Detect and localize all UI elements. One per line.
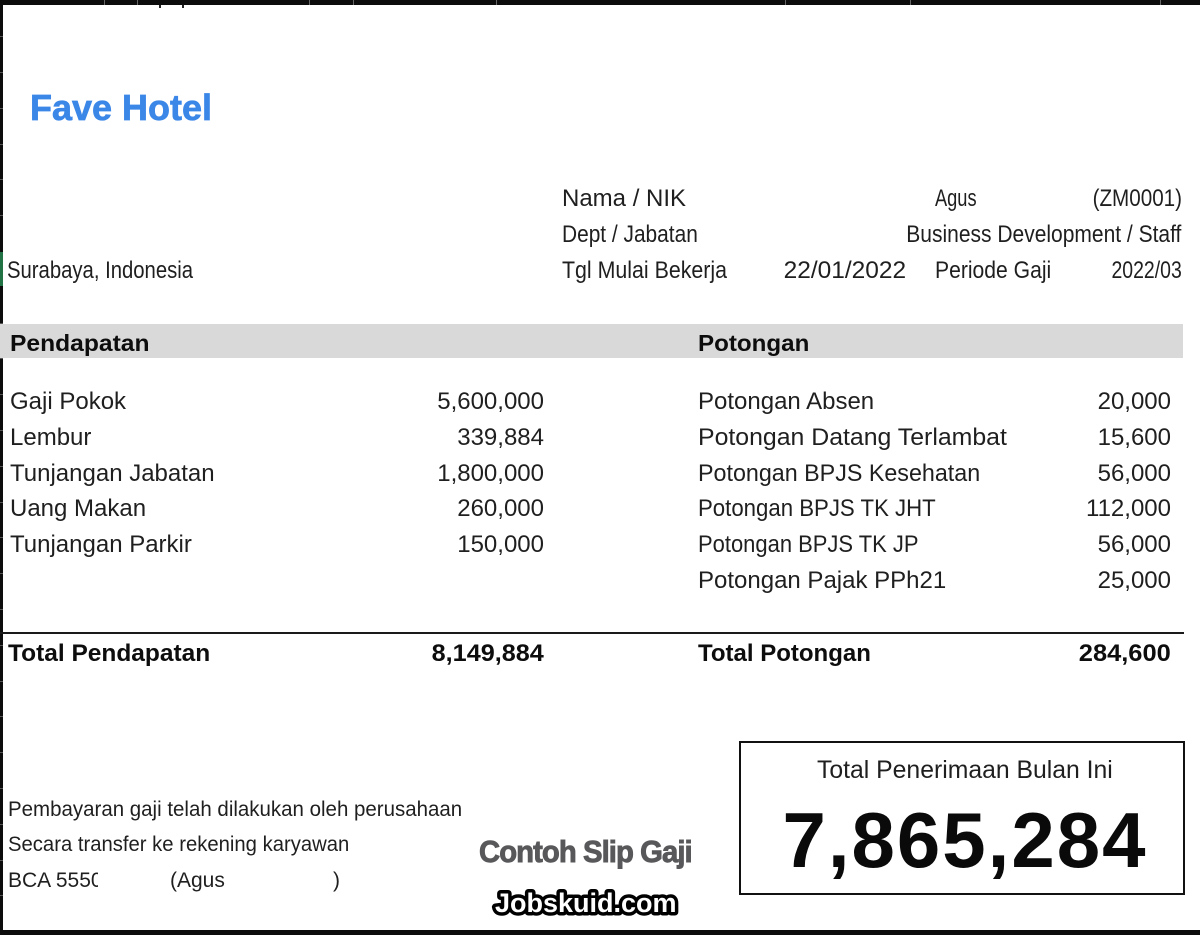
svg-text:Jobskuid.com: Jobskuid.com — [495, 888, 677, 918]
